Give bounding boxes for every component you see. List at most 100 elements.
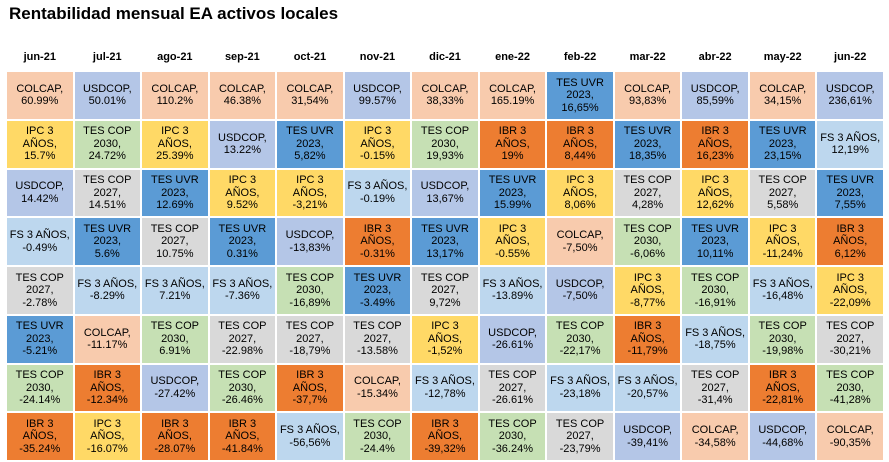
table-cell: TES UVR 2023, 7,55%: [817, 169, 883, 217]
table-cell: IBR 3 AÑOS, 16,23%: [682, 120, 748, 168]
table-cell: TES COP 2030, -26.46%: [209, 364, 276, 412]
table-cell: IPC 3 AÑOS, -1,52%: [412, 315, 478, 363]
table-cell: TES COP 2027, -22.98%: [209, 315, 276, 363]
table-cell: TES UVR 2023, 23,15%: [749, 120, 816, 168]
table-cell: COLCAP, 34,15%: [749, 72, 816, 119]
table-cell: COLCAP, 165.19%: [479, 72, 546, 119]
table-cell: TES COP 2027, -26.61%: [479, 364, 546, 412]
table-cell: TES COP 2030, -22,17%: [547, 315, 613, 363]
table-cell: FS 3 AÑOS, -20,57%: [614, 364, 681, 412]
table-cell: IBR 3 AÑOS, -28.07%: [142, 413, 208, 460]
table-cell: IPC 3 AÑOS, -0.15%: [344, 120, 411, 168]
table-cell: TES COP 2030, -16,91%: [682, 267, 748, 314]
table-cell: TES UVR 2023, 5.6%: [74, 218, 141, 265]
table-cell: IBR 3 AÑOS, -12.34%: [74, 364, 141, 412]
table-cell: TES COP 2027, -2.78%: [7, 267, 73, 314]
table-cell: TES UVR 2023, 18,35%: [614, 120, 681, 168]
table-cell: IPC 3 AÑOS, -16.07%: [74, 413, 141, 460]
chart-title: Rentabilidad mensual EA activos locales: [9, 4, 339, 23]
column-header: mar-22: [629, 51, 666, 63]
table-cell: TES UVR 2023, 10,11%: [682, 218, 748, 265]
table-cell: IPC 3 AÑOS, 8,06%: [547, 169, 613, 217]
table-cell: USDCOP, -27.42%: [142, 364, 208, 412]
table-cell: TES COP 2027, -18,79%: [277, 315, 343, 363]
table-cell: TES COP 2030, -24.14%: [7, 364, 73, 412]
table-cell: TES COP 2027, 14.51%: [74, 169, 141, 217]
table-cell: TES COP 2030, -24.4%: [344, 413, 411, 460]
table-cell: TES UVR 2023, 5,82%: [277, 120, 343, 168]
table-cell: IPC 3 AÑOS, 15.7%: [7, 120, 73, 168]
table-cell: COLCAP, 93,83%: [614, 72, 681, 119]
table-cell: FS 3 AÑOS, 7.21%: [142, 267, 208, 314]
table-cell: USDCOP, 13,67%: [412, 169, 478, 217]
table-cell: TES COP 2030, -6,06%: [614, 218, 681, 265]
table-cell: FS 3 AÑOS, -18,75%: [682, 315, 748, 363]
table-cell: TES COP 2030, -41,28%: [817, 364, 883, 412]
table-cell: TES COP 2030, 6.91%: [142, 315, 208, 363]
column-header: sep-21: [224, 51, 260, 63]
table-cell: TES COP 2027, -31,4%: [682, 364, 748, 412]
table-cell: IBR 3 AÑOS, -39,32%: [412, 413, 478, 460]
table-cell: TES UVR 2023, 12.69%: [142, 169, 208, 217]
table-cell: USDCOP, 14.42%: [7, 169, 73, 217]
table-cell: COLCAP, -90,35%: [817, 413, 883, 460]
table-cell: FS 3 AÑOS, -23,18%: [547, 364, 613, 412]
table-cell: IPC 3 AÑOS, -22,09%: [817, 267, 883, 314]
table-cell: IBR 3 AÑOS, -0.31%: [344, 218, 411, 265]
table-cell: USDCOP, -7,50%: [547, 267, 613, 314]
table-cell: USDCOP, 99.57%: [344, 72, 411, 119]
table-cell: TES COP 2027, -13.58%: [344, 315, 411, 363]
table-cell: USDCOP, 85,59%: [682, 72, 748, 119]
table-cell: COLCAP, 46.38%: [209, 72, 276, 119]
table-cell: IBR 3 AÑOS, -22,81%: [749, 364, 816, 412]
table-cell: TES COP 2027, 5,58%: [749, 169, 816, 217]
column-header: ene-22: [495, 51, 530, 63]
table-cell: IBR 3 AÑOS, -35.24%: [7, 413, 73, 460]
table-cell: TES COP 2030, -36.24%: [479, 413, 546, 460]
table-cell: TES COP 2027, 9,72%: [412, 267, 478, 314]
table-cell: TES COP 2027, -23,79%: [547, 413, 613, 460]
table-cell: IPC 3 AÑOS, -3,21%: [277, 169, 343, 217]
table-cell: USDCOP, -44,68%: [749, 413, 816, 460]
table-cell: COLCAP, 31,54%: [277, 72, 343, 119]
table-cell: FS 3 AÑOS, -13.89%: [479, 267, 546, 314]
table-cell: COLCAP, -11.17%: [74, 315, 141, 363]
table-cell: FS 3 AÑOS, -7.36%: [209, 267, 276, 314]
table-cell: IBR 3 AÑOS, -37,7%: [277, 364, 343, 412]
table-cell: IBR 3 AÑOS, -11,79%: [614, 315, 681, 363]
table-cell: FS 3 AÑOS, -0.49%: [7, 218, 73, 265]
table-cell: TES COP 2030, 19,93%: [412, 120, 478, 168]
table-cell: TES UVR 2023, -3.49%: [344, 267, 411, 314]
table-cell: FS 3 AÑOS, 12,19%: [817, 120, 883, 168]
table-cell: IBR 3 AÑOS, 6,12%: [817, 218, 883, 265]
table-cell: TES UVR 2023, 13,17%: [412, 218, 478, 265]
column-header: feb-22: [563, 51, 597, 63]
table-cell: FS 3 AÑOS, -0.19%: [344, 169, 411, 217]
table-cell: TES COP 2030, 24.72%: [74, 120, 141, 168]
table-cell: USDCOP, 50.01%: [74, 72, 141, 119]
table-cell: FS 3 AÑOS, -16,48%: [749, 267, 816, 314]
table-cell: COLCAP, 60.99%: [7, 72, 73, 119]
table-cell: IBR 3 AÑOS, 19%: [479, 120, 546, 168]
column-header: jun-22: [834, 51, 867, 63]
table-cell: TES COP 2027, 10.75%: [142, 218, 208, 265]
column-header: nov-21: [359, 51, 396, 63]
column-header: jun-21: [23, 51, 56, 63]
column-header: may-22: [763, 51, 802, 63]
table-cell: COLCAP, 110.2%: [142, 72, 208, 119]
returns-table: jun-21 jul-21 ago-21 sep-21 oct-21 nov-21 dic-…: [7, 44, 883, 460]
table-cell: IPC 3 AÑOS, -11,24%: [749, 218, 816, 265]
column-header: ago-21: [157, 51, 193, 63]
column-header: oct-21: [293, 51, 327, 63]
column-header: jul-21: [92, 51, 122, 63]
table-cell: TES COP 2027, 4,28%: [614, 169, 681, 217]
table-cell: TES COP 2027, -30,21%: [817, 315, 883, 363]
table-cell: IPC 3 AÑOS, -0.55%: [479, 218, 546, 265]
column-header: abr-22: [698, 51, 732, 63]
table-cell: IBR 3 AÑOS, -41.84%: [209, 413, 276, 460]
table-cell: USDCOP, -26.61%: [479, 315, 546, 363]
table-cell: TES UVR 2023, 0.31%: [209, 218, 276, 265]
table-cell: IPC 3 AÑOS, 12,62%: [682, 169, 748, 217]
table-cell: COLCAP, -34,58%: [682, 413, 748, 460]
table-cell: IPC 3 AÑOS, 9.52%: [209, 169, 276, 217]
